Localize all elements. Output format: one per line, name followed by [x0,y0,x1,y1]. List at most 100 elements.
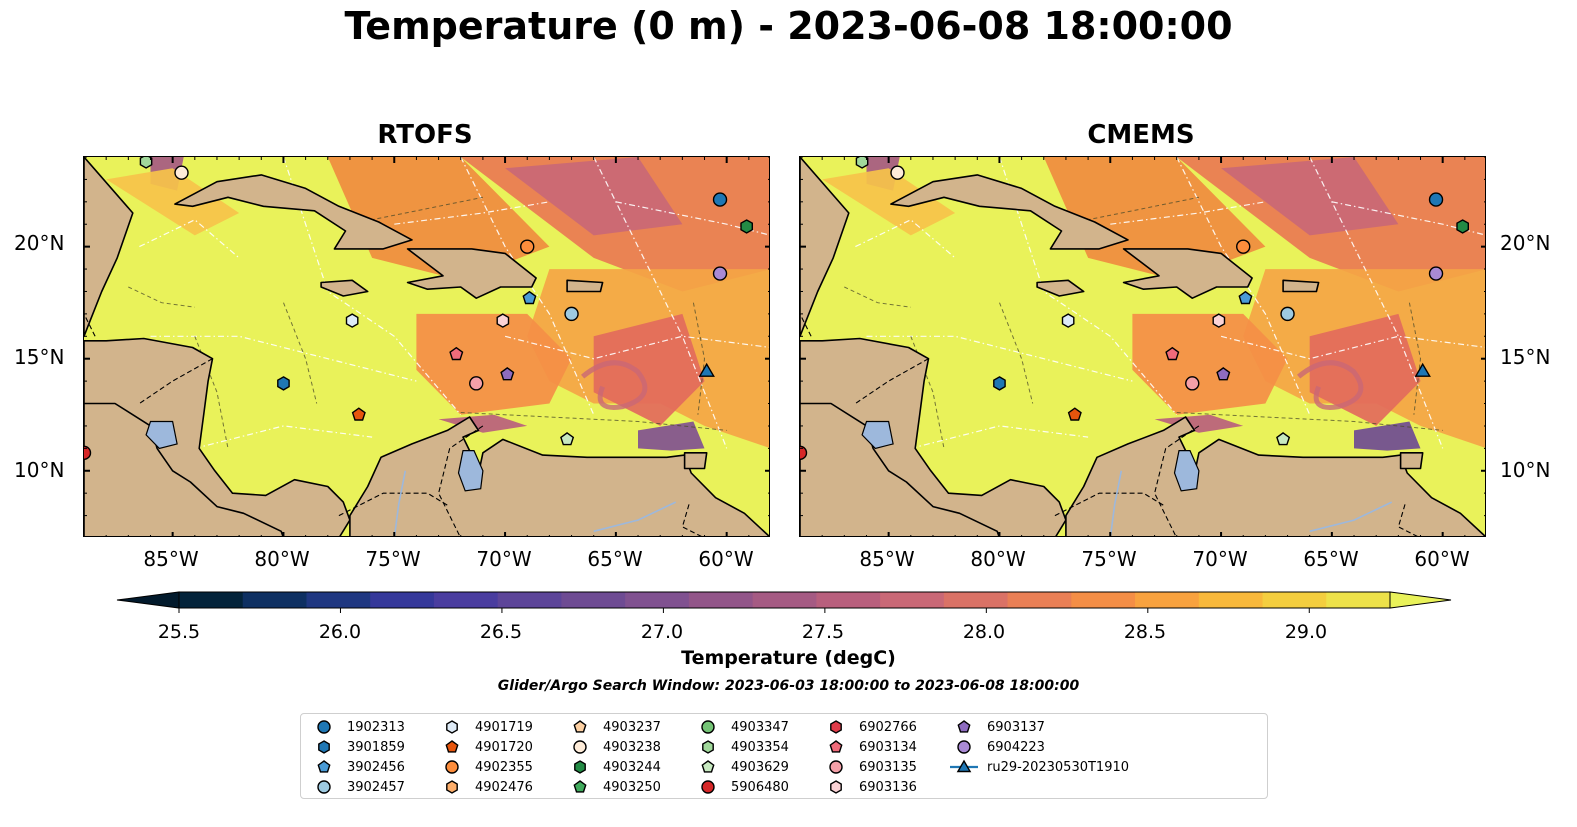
country-border-rtofs-0 [139,358,213,404]
legend-label: 6903134 [859,739,917,755]
float-marker-cmems-ru29-20230530T1910 [1414,362,1431,377]
panel-title-cmems: CMEMS [1087,120,1195,150]
lon-label-65w-left: 65°W [587,547,643,571]
eez-boundary-cmems-3 [866,335,1133,382]
legend-symbol-3901859 [318,740,330,754]
legend-symbol-4902476 [446,780,458,794]
float-marker-rtofs-4901720 [351,407,366,421]
legend-item-4902476: 4902476 [437,777,533,797]
colorbar [116,591,1452,613]
eez-boundary-cmems-4 [910,425,1089,449]
legend-item-6903137: 6903137 [949,717,1045,737]
colorbar-segment-4 [433,592,499,608]
country-border-rtofs-4 [84,313,96,337]
river-magdalena-rtofs [393,470,407,536]
land-southAmerica-rtofs [349,416,769,536]
float-marker-cmems-3901859 [993,376,1006,391]
float-marker-cmems-4903629 [1276,432,1291,446]
lat-label-20n-right: 20°N [1500,231,1551,255]
temperature-band-rtofs-7 [638,421,705,451]
colorbar-under-arrow [116,591,180,609]
legend-label: 4903347 [731,719,789,735]
lon-label-80w-right: 80°W [970,547,1026,571]
legend-symbol-4901720 [445,740,459,753]
float-marker-rtofs-6904223 [712,266,728,281]
bathymetry-contour-rtofs-0 [194,336,229,449]
legend-label: 4903237 [603,719,661,735]
float-marker-cmems-6903136 [1212,313,1226,328]
cbar-tick-26.5: 26.5 [479,621,523,643]
cbar-tick-28.0: 28.0 [962,621,1006,643]
temperature-band-rtofs-5 [416,313,572,415]
bathymetry-contour-cmems-3 [1176,412,1443,431]
bathymetry-contour-cmems-0 [910,336,945,449]
lon-label-85w-right: 85°W [859,547,915,571]
temperature-band-cmems-2 [1221,157,1399,236]
legend-item-4903347: 4903347 [693,717,789,737]
legend-symbol-6903134 [829,740,843,753]
lat-label-15n-left: 15°N [14,345,65,369]
legend-label: 6903135 [859,759,917,775]
legend-symbol-5906480 [701,780,715,794]
river-orinoco-rtofs [593,501,677,533]
legend-marker-hexagon-icon [702,740,714,754]
float-marker-cmems-4903238 [890,165,905,180]
legend-label: 3902456 [347,759,405,775]
lake-nicaragua-cmems [861,420,894,450]
float-marker-rtofs-5906480 [84,445,92,461]
legend-item-4903244: 4903244 [565,757,661,777]
legend-marker-triangle-line-icon [950,759,978,773]
colorbar-over-arrow [1389,591,1452,609]
float-marker-cmems-4903354 [855,157,869,169]
float-marker-rtofs-4903354 [139,157,153,169]
bathymetry-contour-cmems-4 [844,286,911,308]
land-pacificCoast-cmems [800,402,1000,536]
legend-marker-pentagon-icon [957,720,971,733]
panel-title-rtofs: RTOFS [377,120,473,150]
colorbar-segment-0 [179,592,244,608]
legend-marker-circle-icon [957,740,971,754]
lon-label-85w-left: 85°W [143,547,199,571]
legend-symbol-4901719 [446,720,458,734]
float-marker-rtofs-4902355 [520,239,535,254]
legend-item-6903136: 6903136 [821,777,917,797]
eez-boundary-rtofs-8 [394,201,550,225]
land-pacificCoast-rtofs [84,402,284,536]
legend-marker-hexagon-icon [318,740,330,754]
colorbar-segment-11 [880,592,945,608]
legend-symbol-6903137 [957,720,971,733]
legend-label: 4903629 [731,759,789,775]
temperature-band-cmems-8 [1154,414,1244,433]
legend-item-6902766: 6902766 [821,717,917,737]
river-magdalena-cmems [1109,470,1123,536]
legend-label: 3901859 [347,739,405,755]
colorbar-segment-5 [497,592,563,608]
legend-marker-circle-icon [317,720,331,734]
legend-label: 4902476 [475,779,533,795]
legend-item-3901859: 3901859 [309,737,405,757]
legend-marker-pentagon-icon [317,760,331,773]
legend-label: 4903250 [603,779,661,795]
legend-item-4901720: 4901720 [437,737,533,757]
legend-marker-pentagon-icon [701,760,715,773]
legend-label: 6903137 [987,719,1045,735]
legend-item-1902313: 1902313 [309,717,405,737]
float-marker-cmems-6903137 [1216,367,1231,381]
float-marker-rtofs-1902313 [712,192,728,207]
legend-symbol-4903629 [701,760,715,773]
figure-title: Temperature (0 m) - 2023-06-08 18:00:00 [344,4,1233,48]
temperature-band-rtofs-2 [505,157,683,236]
legend-label: 6903136 [859,779,917,795]
float-marker-rtofs-4903629 [560,432,575,446]
legend-label: 4903238 [603,739,661,755]
legend-item-6904223: 6904223 [949,737,1045,757]
colorbar-segment-7 [625,592,690,608]
land-cuba-cmems [890,174,1129,250]
float-marker-cmems-3902457 [1280,306,1295,322]
float-marker-rtofs-3902457 [564,306,579,322]
cbar-tick-27.0: 27.0 [640,621,684,643]
legend-marker-pentagon-icon [445,740,459,753]
legend-label: 6904223 [987,739,1045,755]
temperature-band-rtofs-6 [593,313,705,426]
lat-label-10n-left: 10°N [14,458,65,482]
